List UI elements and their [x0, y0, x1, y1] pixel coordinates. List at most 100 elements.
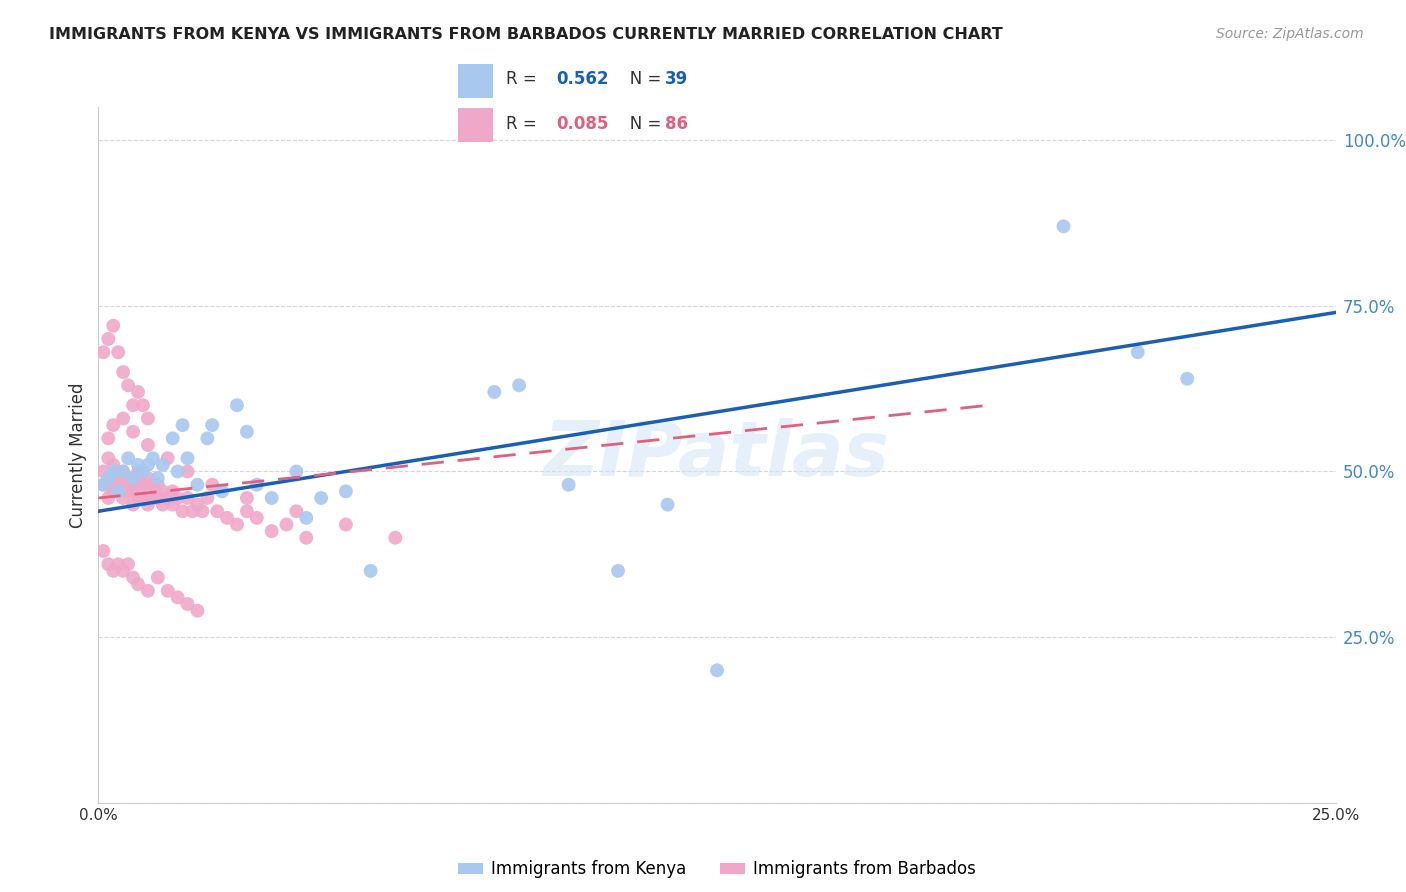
Point [186, 604, 208, 618]
Point [246, 477, 269, 491]
Point [276, 517, 298, 532]
Point [260, 491, 283, 505]
Point [132, 477, 155, 491]
Point [112, 411, 135, 425]
Point [484, 384, 506, 399]
Point [136, 438, 159, 452]
Point [112, 491, 135, 505]
Point [117, 484, 139, 499]
Point [107, 484, 129, 499]
Point [146, 471, 169, 485]
Point [172, 418, 194, 433]
Point [181, 504, 204, 518]
Point [117, 451, 139, 466]
Point [226, 398, 249, 412]
Text: N =: N = [614, 115, 666, 133]
Text: 0.085: 0.085 [557, 115, 609, 133]
Point [508, 378, 530, 392]
Point [285, 465, 308, 479]
Point [93, 477, 115, 491]
Point [360, 564, 382, 578]
Point [127, 491, 149, 505]
Text: ZIPatlas: ZIPatlas [544, 418, 890, 491]
Point [176, 451, 198, 466]
Point [97, 332, 120, 346]
Bar [457, 64, 494, 98]
Point [97, 471, 120, 485]
Point [236, 504, 259, 518]
Point [122, 484, 145, 499]
Point [97, 558, 120, 572]
Point [146, 491, 169, 505]
Point [195, 431, 218, 445]
Point [335, 517, 357, 532]
Point [146, 477, 169, 491]
Point [136, 484, 159, 499]
Point [295, 511, 318, 525]
Point [132, 491, 155, 505]
Point [201, 418, 224, 433]
Point [122, 498, 145, 512]
Point [335, 484, 357, 499]
Point [166, 465, 188, 479]
Point [156, 583, 179, 598]
Point [136, 458, 159, 472]
Text: N =: N = [614, 70, 666, 88]
Point [176, 465, 198, 479]
Point [1052, 219, 1074, 234]
Point [127, 577, 149, 591]
Text: 39: 39 [665, 70, 689, 88]
Point [309, 491, 332, 505]
Point [236, 425, 259, 439]
Point [132, 465, 155, 479]
Point [127, 384, 149, 399]
Point [122, 425, 145, 439]
Point [152, 458, 174, 472]
Text: R =: R = [506, 115, 541, 133]
Point [103, 418, 125, 433]
Point [112, 365, 135, 379]
Point [260, 524, 283, 538]
Point [384, 531, 406, 545]
Point [117, 558, 139, 572]
Point [1175, 372, 1198, 386]
Point [103, 458, 125, 472]
Point [127, 477, 149, 491]
Point [103, 318, 125, 333]
Point [122, 570, 145, 584]
Point [195, 491, 218, 505]
Point [112, 564, 135, 578]
Point [97, 477, 120, 491]
Text: R =: R = [506, 70, 541, 88]
Point [152, 484, 174, 499]
Point [162, 498, 184, 512]
Point [93, 477, 115, 491]
Point [706, 663, 728, 677]
Point [142, 491, 165, 505]
Point [246, 511, 269, 525]
Point [112, 465, 135, 479]
Point [127, 458, 149, 472]
Point [103, 484, 125, 499]
Point [127, 465, 149, 479]
Text: 86: 86 [665, 115, 688, 133]
Point [236, 491, 259, 505]
Point [122, 398, 145, 412]
Point [156, 451, 179, 466]
Point [166, 491, 188, 505]
Point [107, 558, 129, 572]
Point [201, 477, 224, 491]
Point [186, 477, 208, 491]
Point [122, 471, 145, 485]
Point [107, 345, 129, 359]
Point [112, 477, 135, 491]
Point [191, 504, 214, 518]
Point [103, 471, 125, 485]
Point [93, 544, 115, 558]
Point [162, 484, 184, 499]
Point [122, 471, 145, 485]
Point [97, 451, 120, 466]
Point [211, 484, 233, 499]
Point [136, 583, 159, 598]
Point [107, 465, 129, 479]
